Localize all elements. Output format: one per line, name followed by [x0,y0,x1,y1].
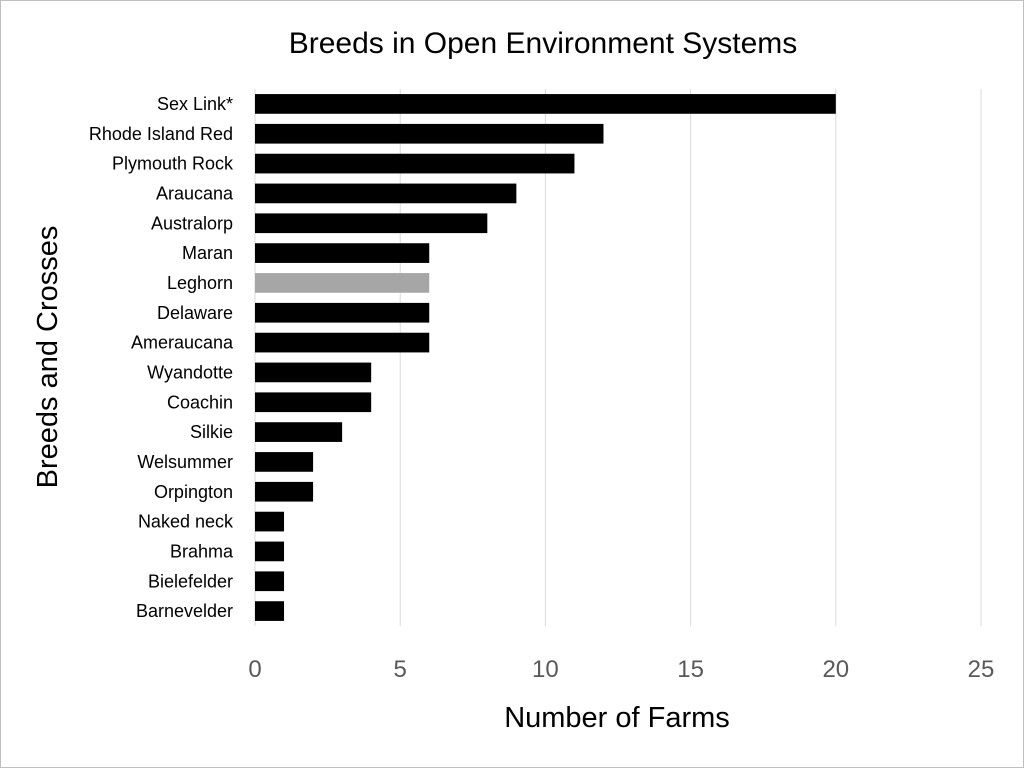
bar [255,481,314,502]
bar [255,153,575,174]
bars [255,94,836,621]
category-label: Welsummer [137,452,233,472]
bar [255,183,517,204]
category-label: Plymouth Rock [112,154,234,174]
bar [255,452,314,472]
category-label: Brahma [170,541,234,561]
category-label: Araucana [156,183,234,203]
bar [255,94,836,114]
category-label: Orpington [154,482,233,502]
y-axis-title: Breeds and Crosses [32,226,64,489]
x-tick-label: 15 [677,656,704,683]
category-label: Delaware [157,303,233,323]
bar [255,332,430,353]
bar [255,362,372,383]
bar [255,601,285,621]
x-tick-label: 5 [394,656,407,683]
x-tick-label: 25 [968,656,995,683]
category-label: Wyandotte [147,362,233,382]
bar [255,302,430,323]
x-tick-label: 20 [822,656,849,683]
bar [255,213,488,234]
category-label: Maran [182,243,233,263]
bar [255,243,430,263]
bar [255,392,372,413]
bar [255,123,604,144]
bar [255,541,285,562]
category-label: Silkie [190,422,233,442]
category-labels: Sex Link* Rhode Island Red Plymouth Rock Ar… [89,94,234,621]
category-label: Rhode Island Red [89,124,233,144]
category-label: Naked neck [138,512,234,532]
category-label: Barnevelder [136,601,233,621]
category-label: Ameraucana [131,333,234,353]
chart-title: Breeds in Open Environment Systems [289,27,798,60]
gridlines [254,89,982,626]
bar [255,422,343,442]
category-label: Bielefelder [148,571,233,591]
x-tick-label: 0 [248,656,261,683]
x-tick-label: 10 [532,656,559,683]
bar [255,273,430,293]
x-tick-labels: 0 5 10 15 20 25 [248,656,994,683]
x-axis-title: Number of Farms [504,702,730,734]
bar [255,511,285,532]
category-label: Sex Link* [157,94,233,114]
category-label: Australorp [151,213,233,233]
bar [255,571,285,592]
category-label: Coachin [167,392,233,412]
category-label: Leghorn [167,273,233,293]
